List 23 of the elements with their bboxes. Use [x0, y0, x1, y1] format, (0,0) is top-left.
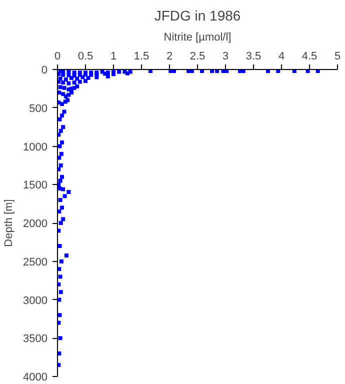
- x-tick-label: 4: [278, 50, 285, 62]
- y-tick-label: 500: [29, 102, 48, 115]
- y-tick-label: 0: [41, 64, 48, 76]
- x-tick-label: 4.5: [302, 50, 318, 62]
- x-tick-label: 2.5: [190, 50, 206, 62]
- y-tick-label: 2000: [23, 218, 48, 230]
- chart-title: JFDG in 1986: [154, 8, 241, 24]
- x-axis-title: Nitrite [µmol/l]: [164, 32, 232, 44]
- x-tick-label: 5: [334, 50, 341, 62]
- x-tick-label: 3.5: [246, 50, 262, 62]
- y-tick-label: 4000: [23, 372, 48, 384]
- x-tick-label: 0.5: [78, 50, 94, 62]
- y-tick-label: 3000: [23, 294, 48, 307]
- x-tick-label: 1: [110, 50, 117, 62]
- x-tick-label: 1.5: [134, 50, 150, 62]
- x-tick-label: 3: [222, 50, 229, 62]
- y-axis-title: Depth [m]: [3, 199, 16, 247]
- y-tick-label: 1500: [23, 180, 48, 192]
- y-tick-label: 1000: [23, 141, 48, 154]
- x-tick-label: 2: [166, 50, 173, 62]
- y-tick-label: 3500: [23, 333, 48, 346]
- y-tick-label: 2500: [23, 256, 48, 268]
- x-tick-label: 0: [54, 50, 61, 62]
